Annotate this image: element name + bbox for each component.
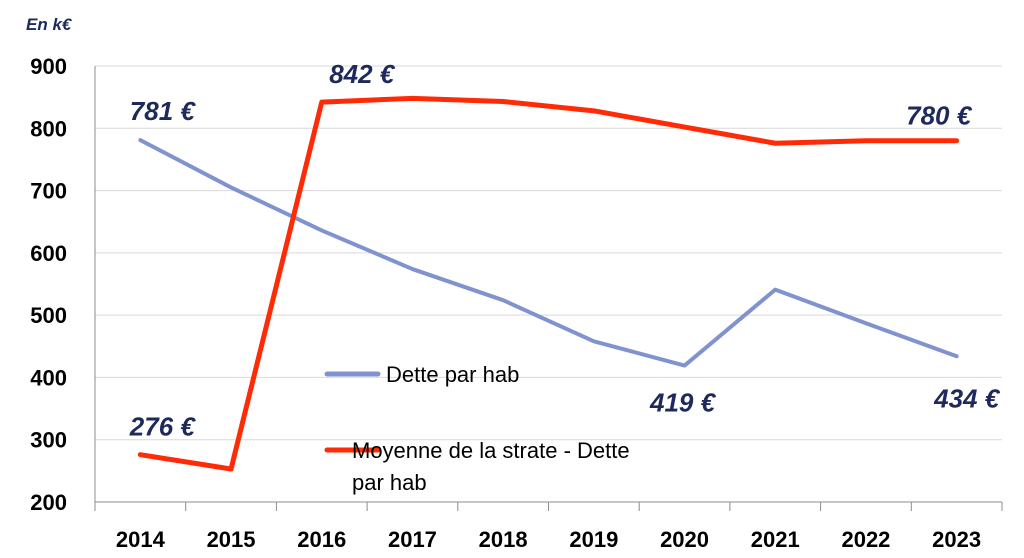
data-label: 842 € bbox=[329, 59, 396, 89]
series-line-dette bbox=[138, 138, 959, 368]
y-tick-label: 700 bbox=[30, 179, 67, 204]
y-tick-label: 500 bbox=[30, 303, 67, 328]
y-tick-label: 600 bbox=[30, 241, 67, 266]
x-tick-label: 2015 bbox=[207, 527, 256, 552]
series-line-moyenne bbox=[137, 95, 960, 472]
y-tick-labels: 200 300 400 500 600 700 800 900 bbox=[30, 54, 67, 515]
series-lines bbox=[137, 95, 960, 472]
legend-label-dette: Dette par hab bbox=[386, 362, 519, 387]
x-tick-label: 2017 bbox=[388, 527, 437, 552]
x-tick-label: 2018 bbox=[479, 527, 528, 552]
data-label: 434 € bbox=[933, 383, 1001, 413]
y-tick-label: 300 bbox=[30, 428, 67, 453]
x-tick-labels: 2014 2015 2016 2017 2018 2019 2020 2021 2022 2023 bbox=[116, 527, 981, 552]
data-label: 276 € bbox=[129, 412, 197, 442]
data-labels: 781 € 419 € 434 € 276 € 842 € 780 € bbox=[129, 59, 1001, 442]
x-tick-label: 2023 bbox=[932, 527, 981, 552]
y-tick-label: 800 bbox=[30, 116, 67, 141]
y-tick-label: 900 bbox=[30, 54, 67, 79]
legend-label-moyenne-line1: Moyenne de la strate - Dette bbox=[352, 438, 630, 463]
y-tick-label: 200 bbox=[30, 490, 67, 515]
x-tick-label: 2019 bbox=[569, 527, 618, 552]
data-label: 781 € bbox=[130, 96, 197, 126]
data-label: 780 € bbox=[906, 101, 973, 131]
legend: Dette par hab Moyenne de la strate - Det… bbox=[324, 362, 630, 495]
axes bbox=[94, 66, 1003, 511]
gridlines bbox=[95, 65, 1002, 441]
x-tick-label: 2022 bbox=[841, 527, 890, 552]
x-tick-label: 2016 bbox=[297, 527, 346, 552]
x-tick-label: 2020 bbox=[660, 527, 709, 552]
data-label: 419 € bbox=[649, 388, 717, 418]
x-tick-label: 2021 bbox=[751, 527, 800, 552]
x-tick-label: 2014 bbox=[116, 527, 166, 552]
y-tick-label: 400 bbox=[30, 365, 67, 390]
legend-label-moyenne-line2: par hab bbox=[352, 470, 427, 495]
unit-label: En k€ bbox=[26, 15, 73, 34]
